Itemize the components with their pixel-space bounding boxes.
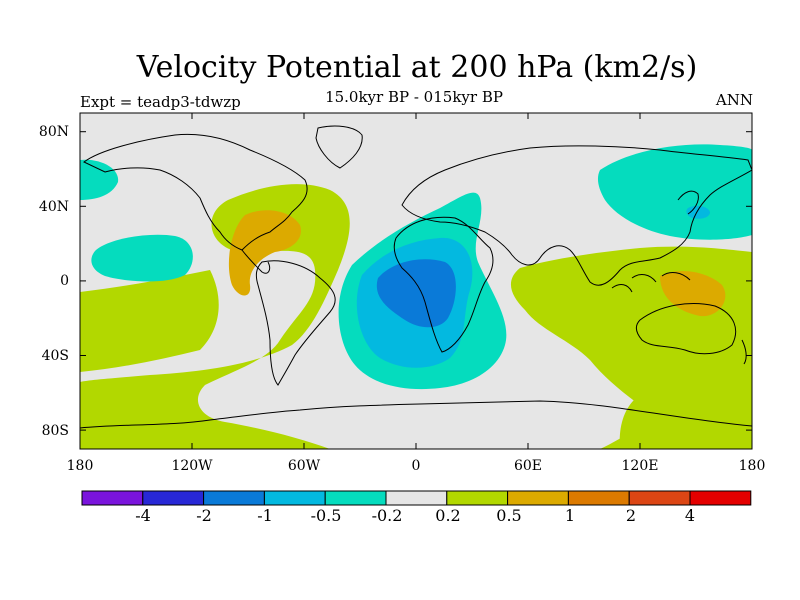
- negative-region-north-pacific: [597, 144, 752, 240]
- lat-label-40n: 40N: [38, 199, 69, 215]
- colorbar-swatch: [567, 490, 630, 506]
- strongest-negative-region: [376, 259, 456, 328]
- coast-japan: [677, 190, 699, 215]
- subtitle: 15.0kyr BP - 015kyr BP: [325, 88, 503, 106]
- lon-label-60e: 60E: [513, 458, 543, 474]
- colorbar-label: 4: [684, 506, 696, 525]
- colorbar-swatch: [628, 490, 691, 506]
- positive-region-east-pacific: [80, 270, 219, 372]
- lon-label-180w: 180: [66, 458, 94, 474]
- colorbar-swatch: [142, 490, 205, 506]
- coast-greenland: [315, 125, 363, 169]
- lon-label-60w: 60W: [287, 458, 321, 474]
- colorbar-swatch: [263, 490, 326, 506]
- colorbar: [81, 490, 752, 506]
- axis-ticks: [79, 113, 753, 449]
- colorbar-swatch: [203, 490, 265, 506]
- coast-eurasia: [401, 145, 752, 286]
- lat-label-80n: 80N: [38, 124, 69, 140]
- colorbar-label: 0.5: [496, 506, 522, 525]
- lon-label-0: 0: [411, 458, 421, 474]
- coast-north-america: [83, 133, 308, 251]
- coast-new-zealand: [741, 339, 747, 365]
- colorbar-label: 0.2: [435, 506, 461, 525]
- colorbar-swatch: [324, 490, 387, 506]
- coast-antarctica: [80, 400, 752, 429]
- colorbar-label: -4: [135, 506, 151, 525]
- strong-positive-region-caribbean: [228, 210, 301, 296]
- lon-label-180e: 180: [738, 458, 766, 474]
- coast-australia: [635, 303, 737, 355]
- coast-africa: [393, 216, 494, 353]
- colorbar-swatch: [507, 490, 569, 506]
- colorbar-label: -0.5: [310, 506, 342, 525]
- page-title: Velocity Potential at 200 hPa (km2/s): [136, 50, 698, 85]
- colorbar-label: -0.2: [371, 506, 403, 525]
- negative-region-northeast-pacific: [80, 159, 119, 200]
- lat-label-80s: 80S: [41, 423, 69, 439]
- negative-region-east-pacific: [91, 234, 193, 282]
- colorbar-swatch: [81, 490, 144, 506]
- colorbar-label: -1: [257, 506, 273, 525]
- coast-central-america: [241, 249, 271, 274]
- colorbar-swatch: [385, 490, 448, 506]
- coastlines: [80, 125, 752, 429]
- colorbar-label: 2: [625, 506, 637, 525]
- coast-maritime-islands: [611, 272, 691, 293]
- map-plot: [80, 113, 752, 449]
- season-label: ANN: [715, 91, 753, 109]
- colorbar-label: -2: [196, 506, 212, 525]
- lat-label-0: 0: [60, 273, 69, 289]
- coast-south-america: [255, 260, 336, 386]
- lon-label-120e: 120E: [621, 458, 659, 474]
- positive-region-south-pacific: [619, 391, 752, 449]
- negative-region-japan: [686, 205, 710, 219]
- colorbar-label: 1: [564, 506, 576, 525]
- colorbar-swatch: [446, 490, 509, 506]
- experiment-label: Expt = teadp3-tdwzp: [80, 93, 241, 111]
- lat-label-40s: 40S: [41, 348, 69, 364]
- lon-label-120w: 120W: [171, 458, 213, 474]
- colorbar-swatch: [689, 490, 752, 506]
